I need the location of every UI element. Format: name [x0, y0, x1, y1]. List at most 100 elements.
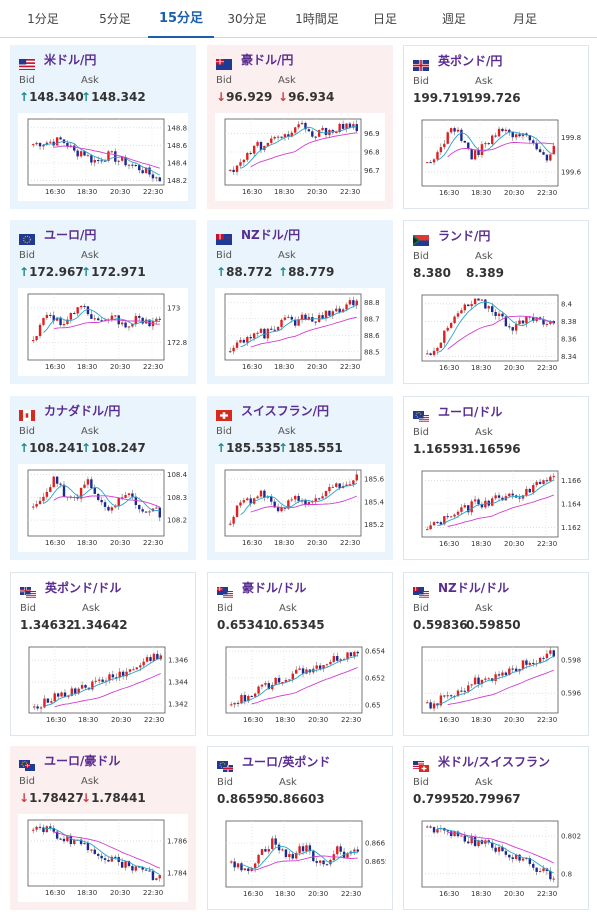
flag-icon	[216, 55, 232, 70]
rate-card[interactable]: 豪ドル/円 Bid Ask ↓96.929 ↓96.934 96.9 96.8 96…	[207, 45, 393, 209]
candle	[552, 476, 555, 478]
candle	[124, 495, 127, 498]
tab-4[interactable]: 1時間足	[295, 12, 339, 26]
candle	[55, 476, 59, 484]
y-tick-label: 108.4	[167, 471, 188, 479]
rate-card[interactable]: カナダドル/円 Bid Ask ↑108.241 ↑108.247 108.4 1…	[10, 396, 196, 560]
price-chart[interactable]: 0.598 0.596 16:30 18:30 20:30 22:30	[412, 641, 582, 729]
rate-card[interactable]: スイスフラン/円 Bid Ask ↑185.535 ↑185.551 185.6…	[207, 396, 393, 560]
x-tick-label: 16:30	[242, 188, 262, 196]
currency-pair-link[interactable]: 英ポンド/円	[438, 54, 503, 68]
price-chart[interactable]: 8.4 8.38 8.36 8.34 16:30 18:30 20:30 22:30	[412, 289, 582, 377]
candle	[436, 829, 439, 833]
currency-pair-link[interactable]: NZドル/ドル	[438, 581, 510, 595]
x-tick-label: 16:30	[439, 540, 459, 548]
candle	[336, 656, 339, 661]
currency-pair-link[interactable]: ユーロ/英ポンド	[242, 755, 331, 769]
candle	[98, 679, 101, 681]
rate-card[interactable]: 米ドル/円 Bid Ask ↑148.340 ↑148.342 148.8 148…	[10, 45, 196, 209]
candle	[460, 690, 463, 692]
bid-value: ↑88.772	[216, 265, 273, 279]
rate-card[interactable]: ユーロ/豪ドル Bid Ask ↓1.78427 ↓1.78441 1.786 1…	[10, 746, 196, 910]
x-tick-label: 18:30	[275, 716, 295, 724]
candle	[501, 672, 504, 676]
candle	[117, 160, 120, 162]
tab-0[interactable]: 1分足	[27, 12, 59, 26]
candle	[494, 312, 497, 316]
candle	[62, 323, 66, 326]
ask-arrow-icon: ↓	[278, 90, 289, 104]
tab-3[interactable]: 30分足	[227, 12, 267, 26]
price-chart[interactable]: 148.8 148.6 148.4 148.2 16:30 18:30 20:30 22:30	[18, 113, 188, 201]
bid-value: 0.59836	[413, 618, 468, 632]
currency-pair-link[interactable]: カナダドル/円	[44, 404, 121, 418]
currency-pair-link[interactable]: 豪ドル/ドル	[242, 581, 307, 595]
currency-pair-link[interactable]: ユーロ/豪ドル	[44, 754, 121, 768]
rate-card[interactable]: 英ポンド/ドル Bid Ask 1.34632 1.34642 1.346 1.3…	[10, 572, 196, 736]
tab-7[interactable]: 月足	[512, 12, 537, 26]
rate-card[interactable]: ユーロ/円 Bid Ask ↑172.967 ↑172.971 173 172.8…	[10, 220, 196, 384]
candle	[294, 319, 297, 326]
rate-card[interactable]: NZドル/ドル Bid Ask 0.59836 0.59850 0.598 0.5…	[403, 572, 589, 736]
candle	[60, 692, 63, 697]
moving-average-short	[437, 479, 554, 527]
candle	[69, 836, 73, 845]
rate-card[interactable]: 英ポンド/円 Bid Ask 199.719 199.726 199.8 199.…	[403, 45, 589, 209]
price-chart[interactable]: 1.786 1.784 16:30 18:30 20:30 22:30	[18, 814, 188, 902]
flag-icon	[216, 406, 232, 421]
candle	[148, 511, 151, 513]
currency-pair-link[interactable]: ランド/円	[438, 229, 491, 243]
tab-1[interactable]: 5分足	[99, 12, 131, 26]
price-chart[interactable]: 199.8 199.6 16:30 18:30 20:30 22:30	[412, 114, 582, 202]
price-chart[interactable]: 185.6 185.4 185.2 16:30 18:30 20:30 22:30	[215, 464, 385, 552]
rate-card[interactable]: ランド/円 Bid Ask 8.380 8.389 8.4 8.38 8.36 8.3…	[403, 220, 589, 384]
price-chart[interactable]: 88.8 88.7 88.6 88.5 16:30 18:30 20:30 22:30	[215, 288, 385, 376]
moving-average-long	[250, 495, 357, 513]
candle	[307, 502, 311, 505]
candle	[311, 317, 314, 322]
currency-pair-link[interactable]: NZドル/円	[241, 228, 301, 242]
candle	[480, 299, 484, 301]
moving-average-short	[437, 131, 554, 161]
currency-pair-link[interactable]: ユーロ/円	[44, 228, 97, 242]
price-chart[interactable]: 96.9 96.8 96.7 16:30 18:30 20:30 22:30	[215, 113, 385, 201]
price-chart[interactable]: 0.802 0.8 16:30 18:30 20:30 22:30	[412, 815, 582, 903]
currency-pair-link[interactable]: 英ポンド/ドル	[45, 581, 122, 595]
candle	[491, 498, 494, 506]
candle	[345, 123, 348, 129]
y-tick-label: 1.786	[167, 837, 188, 845]
rate-card[interactable]: 米ドル/スイスフラン Bid Ask 0.79952 0.79967 0.802…	[403, 746, 589, 910]
rate-card[interactable]: NZドル/円 Bid Ask ↑88.772 ↑88.779 88.8 88.7 8…	[207, 220, 393, 384]
tab-2[interactable]: 15分足	[148, 0, 214, 38]
chart-frame	[421, 119, 559, 187]
rate-card[interactable]: ユーロ/英ポンド Bid Ask 0.86595 0.86603 0.866 0.…	[207, 746, 393, 910]
currency-pair-link[interactable]: ユーロ/ドル	[438, 405, 503, 419]
rate-card[interactable]: ユーロ/ドル Bid Ask 1.16593 1.16596 1.166 1.16…	[403, 396, 589, 560]
rate-card[interactable]: 豪ドル/ドル Bid Ask 0.65341 0.65345 0.654 0.65…	[207, 572, 393, 736]
currency-pair-link[interactable]: 米ドル/スイスフラン	[438, 755, 551, 769]
currency-pair-link[interactable]: スイスフラン/円	[241, 404, 330, 418]
price-chart[interactable]: 108.4 108.3 108.2 16:30 18:30 20:30 22:30	[18, 464, 188, 552]
price-chart[interactable]: 0.654 0.652 0.65 16:30 18:30 20:30 22:30	[216, 641, 386, 729]
price-chart[interactable]: 0.866 0.8655 16:30 18:30 20:30 22:30	[216, 815, 386, 903]
y-tick-label: 185.2	[364, 521, 384, 529]
bid-value: 0.79952	[413, 792, 468, 806]
candle	[252, 333, 256, 339]
candle	[283, 507, 287, 509]
price-chart[interactable]: 173 172.8 16:30 18:30 20:30 22:30	[18, 288, 188, 376]
candle	[504, 316, 508, 327]
candle	[267, 849, 271, 852]
candle	[49, 487, 52, 492]
currency-pair-link[interactable]: 豪ドル/円	[241, 53, 294, 67]
candle	[283, 134, 287, 138]
candle	[235, 505, 239, 517]
candle	[518, 668, 521, 672]
currency-pair-link[interactable]: 米ドル/円	[44, 53, 97, 67]
price-chart[interactable]: 1.346 1.344 1.342 16:30 18:30 20:30 22:30	[19, 641, 189, 729]
tab-6[interactable]: 週足	[441, 12, 466, 26]
chart-frame	[27, 819, 165, 887]
tab-5[interactable]: 日足	[372, 12, 397, 26]
bid-value: 1.16593	[413, 442, 468, 456]
price-chart[interactable]: 1.166 1.164 1.162 16:30 18:30 20:30 22:30	[412, 465, 582, 553]
ask-label: Ask	[278, 426, 296, 437]
